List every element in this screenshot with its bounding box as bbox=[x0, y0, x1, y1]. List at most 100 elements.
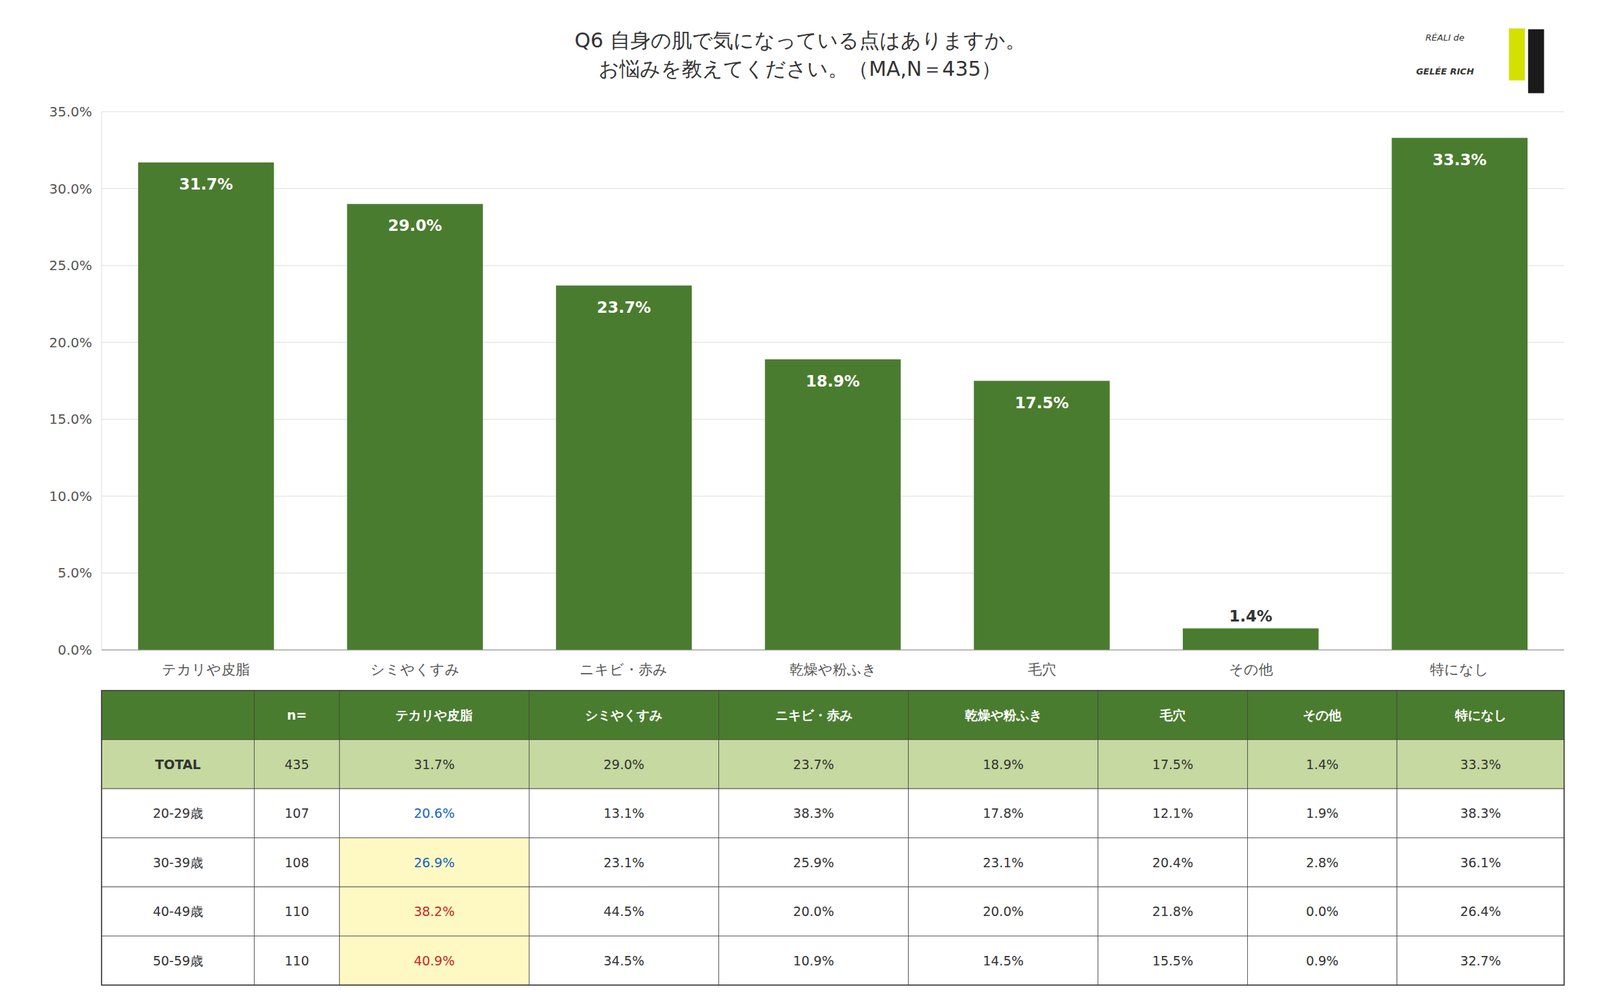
table-value-text: 2.8% bbox=[1306, 855, 1339, 871]
x-axis-line bbox=[101, 649, 1565, 651]
table-border bbox=[101, 690, 1565, 986]
table-n-cell bbox=[253, 788, 340, 839]
table-value-text: 26.9% bbox=[413, 855, 455, 871]
table-value-text: 13.1% bbox=[603, 805, 644, 821]
bars bbox=[138, 138, 1528, 651]
grid-line bbox=[101, 650, 1565, 651]
x-tick-label: シミやくすみ bbox=[370, 661, 460, 678]
bar bbox=[973, 381, 1110, 651]
table-value-cell bbox=[1396, 740, 1565, 790]
table-value-text: 21.8% bbox=[1152, 903, 1194, 919]
table-value-text: 12.1% bbox=[1152, 805, 1194, 821]
table-row-label-cell bbox=[101, 887, 254, 937]
table-value-cell bbox=[1396, 887, 1565, 937]
logo-decoration bbox=[1528, 29, 1545, 93]
table-value-cell bbox=[339, 788, 529, 839]
table-value-cell bbox=[718, 838, 908, 888]
data-label: 29.0% bbox=[387, 216, 443, 235]
table-value-text: 1.9% bbox=[1306, 805, 1339, 821]
y-tick-label: 10.0% bbox=[48, 488, 93, 505]
table-value-cell bbox=[528, 936, 719, 986]
table-n-text: 110 bbox=[284, 953, 309, 969]
logo: RÉALI de GELÉE RICH bbox=[1415, 28, 1544, 94]
table-value-cell bbox=[528, 887, 719, 937]
data-label: 31.7% bbox=[178, 175, 233, 193]
table-value-text: 20.0% bbox=[982, 903, 1024, 919]
table-n-cell bbox=[253, 838, 340, 888]
table-header-cell bbox=[339, 690, 529, 741]
table-value-cell bbox=[339, 887, 529, 937]
grid-line bbox=[101, 265, 1565, 267]
table-value-text: 38.3% bbox=[792, 805, 834, 821]
data-label: 23.7% bbox=[597, 298, 652, 317]
table-value-text: 34.5% bbox=[603, 953, 644, 969]
table-header-cell bbox=[1098, 690, 1248, 741]
table-value-cell bbox=[339, 740, 529, 790]
x-tick-label: 乾燥や粉ふき bbox=[789, 661, 877, 678]
table-value-text: 17.5% bbox=[1152, 757, 1194, 772]
table-value-cell bbox=[1098, 936, 1248, 986]
table-value-cell bbox=[1247, 740, 1397, 790]
table-n-text: 107 bbox=[284, 805, 309, 821]
chart-root: Q6 自身の肌で気になっている点はありますか。お悩みを教えてください。（MA,N… bbox=[0, 0, 1600, 1002]
data-label: 17.5% bbox=[1014, 394, 1070, 412]
table-value-cell bbox=[718, 740, 908, 790]
table-header-text: n= bbox=[287, 707, 307, 723]
table-value-cell bbox=[1098, 887, 1248, 937]
data-label: 18.9% bbox=[805, 372, 860, 391]
table-value-cell bbox=[1098, 788, 1248, 839]
table-header-text: テカリや皮脂 bbox=[395, 707, 473, 723]
background bbox=[0, 0, 1600, 1002]
table-row-label-text: 40-49歳 bbox=[153, 903, 204, 919]
data-label: 33.3% bbox=[1432, 150, 1487, 169]
table-row-label-text: 50-59歳 bbox=[153, 953, 204, 969]
table-value-text: 36.1% bbox=[1459, 855, 1501, 871]
table-header-text: 乾燥や粉ふき bbox=[964, 707, 1043, 723]
table-value-cell bbox=[1247, 936, 1397, 986]
table-value-cell bbox=[339, 838, 529, 888]
table-value-cell bbox=[908, 740, 1099, 790]
table-value-text: 0.9% bbox=[1306, 953, 1339, 969]
table-header-text: 毛穴 bbox=[1159, 707, 1187, 723]
table-value-cell bbox=[528, 788, 719, 839]
subtitle: お悩みを教えてください。（MA,N＝435） bbox=[598, 56, 1002, 81]
y-tick-label: 25.0% bbox=[48, 257, 93, 274]
table-row-label-text: TOTAL bbox=[155, 757, 201, 772]
table-value-cell bbox=[1396, 936, 1565, 986]
x-tick-label: ニキビ・赤み bbox=[579, 661, 668, 678]
bar bbox=[347, 203, 484, 651]
table-value-text: 20.4% bbox=[1152, 855, 1194, 871]
logo-text: RÉALI de bbox=[1425, 32, 1465, 43]
table-value-cell bbox=[1247, 838, 1397, 888]
table-value-text: 31.7% bbox=[413, 757, 455, 772]
x-tick-label: 特になし bbox=[1430, 661, 1489, 678]
table-value-text: 38.3% bbox=[1459, 805, 1501, 821]
table-value-text: 29.0% bbox=[603, 757, 644, 772]
table-row-label-cell bbox=[101, 936, 254, 986]
table-value-cell bbox=[1396, 838, 1565, 888]
logo-decoration bbox=[1508, 28, 1525, 81]
table-n-text: 108 bbox=[284, 855, 309, 871]
y-tick-label: 0.0% bbox=[57, 641, 93, 659]
table-value-cell bbox=[1247, 887, 1397, 937]
table-value-cell bbox=[718, 788, 908, 839]
table-row-label-cell bbox=[101, 788, 254, 839]
table-value-text: 38.2% bbox=[413, 903, 455, 919]
title: Q6 自身の肌で気になっている点はありますか。 bbox=[574, 28, 1026, 53]
logo-text: GELÉE RICH bbox=[1415, 66, 1475, 77]
table-row-label-text: 30-39歳 bbox=[153, 855, 204, 871]
table-value-text: 18.9% bbox=[982, 757, 1024, 772]
y-axis-line bbox=[101, 111, 103, 651]
table-header-cell bbox=[101, 690, 254, 741]
table-row-label-text: 20-29歳 bbox=[153, 805, 204, 821]
table-value-cell bbox=[908, 936, 1099, 986]
table-header-text: ニキビ・赤み bbox=[775, 707, 853, 723]
table-value-cell bbox=[718, 936, 908, 986]
table-value-text: 32.7% bbox=[1459, 953, 1501, 969]
table-value-cell bbox=[1247, 788, 1397, 839]
table-n-text: 435 bbox=[284, 757, 309, 772]
x-tick-label: テカリや皮脂 bbox=[161, 661, 250, 678]
table-value-text: 40.9% bbox=[413, 953, 455, 969]
table-value-cell bbox=[1396, 788, 1565, 839]
bar bbox=[1391, 138, 1528, 651]
